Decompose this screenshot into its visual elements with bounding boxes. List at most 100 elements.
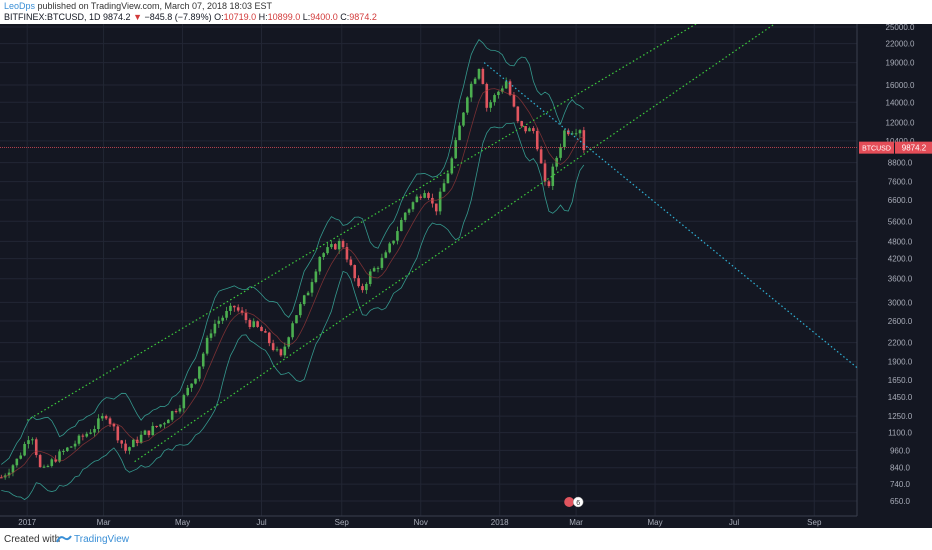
candle-body [194, 378, 197, 384]
candle-body [104, 416, 108, 419]
candle-body [434, 203, 438, 212]
candle-body [582, 130, 586, 151]
down-arrow-icon: ▼ [133, 12, 142, 22]
candle-body [559, 147, 562, 158]
candle-body [337, 240, 341, 250]
candle-body [473, 78, 477, 84]
candle-body [34, 439, 38, 456]
low-value: 9400.0 [310, 12, 338, 22]
y-tick-label: 1450.0 [888, 393, 913, 402]
tradingview-brand-link[interactable]: TradingView [74, 534, 130, 545]
y-tick-label: 8800.0 [888, 159, 913, 168]
candle-body [458, 125, 461, 141]
candle-body [407, 209, 411, 213]
chart-area[interactable]: 650.0 740.0 840.0 960.0 1100.0 1250.0 1450.0 16… [0, 23, 932, 528]
candle-body [454, 140, 457, 159]
candle-body [166, 419, 170, 424]
x-tick-label: Sep [807, 518, 822, 527]
candle-body [81, 435, 85, 437]
candle-body [221, 317, 224, 321]
candle-body [128, 447, 131, 451]
price-chart[interactable]: 650.0 740.0 840.0 960.0 1100.0 1250.0 1450.0 16… [0, 23, 932, 528]
candle-body [139, 434, 143, 443]
y-tick-label: 3000.0 [888, 298, 913, 307]
created-with-label: Created with [4, 534, 61, 545]
candle-body [93, 429, 96, 433]
candle-body [299, 304, 302, 316]
candle-body [225, 310, 228, 318]
x-tick-label: Nov [414, 518, 428, 527]
candle-body [182, 395, 186, 409]
y-tick-label: 1650.0 [888, 376, 913, 385]
x-tick-label: Jul [729, 518, 739, 527]
candle-body [438, 191, 442, 212]
candle-body [116, 426, 120, 441]
bollinger-upper-band [1, 39, 585, 465]
candle-body [322, 253, 325, 258]
candle-body [524, 126, 527, 132]
candle-body [388, 243, 391, 253]
candle-body [186, 387, 190, 396]
candle-body [543, 163, 547, 182]
candle-body [357, 278, 360, 287]
x-tick-label: May [647, 518, 662, 527]
candle-body [539, 149, 543, 164]
candle-body [58, 451, 61, 462]
candle-body [27, 440, 30, 444]
candle-body [112, 423, 116, 427]
candle-body [477, 68, 481, 79]
candle-body [380, 257, 384, 268]
y-tick-label: 6600.0 [888, 196, 913, 205]
footer: Created with TradingView [0, 528, 932, 550]
candle-body [100, 416, 104, 419]
y-tick-label: 25000.0 [886, 24, 915, 32]
candle-body [271, 343, 275, 350]
candle-body [415, 196, 419, 203]
candle-body [520, 121, 524, 127]
candle-body [260, 326, 263, 332]
x-tick-label: May [175, 518, 190, 527]
candle-body [42, 466, 46, 468]
candle-body [349, 259, 353, 266]
candle-body [310, 282, 314, 293]
candle-body [330, 244, 333, 248]
candle-body [236, 307, 240, 311]
candle-body [563, 130, 566, 148]
candle-body [174, 411, 178, 413]
candle-body [547, 181, 551, 187]
candle-body [205, 337, 209, 354]
candle-body [341, 240, 345, 248]
close-label: C: [340, 12, 350, 22]
publish-info: published on TradingView.com, March 07, … [37, 1, 273, 11]
close-value: 9874.2 [349, 12, 377, 22]
candle-body [15, 458, 19, 466]
symbol-label-box [859, 141, 894, 154]
candle-body [155, 425, 158, 427]
author-link[interactable]: LeoDps [4, 1, 36, 11]
candle-body [567, 130, 570, 135]
y-tick-label: 7600.0 [888, 178, 913, 187]
candle-body [143, 430, 147, 435]
candle-body [163, 423, 166, 425]
candle-body [89, 432, 92, 434]
candle-body [326, 247, 329, 254]
candle-body [450, 158, 454, 174]
y-tick-label: 1900.0 [888, 358, 913, 367]
candle-body [120, 440, 123, 444]
trendline-downtrend [483, 62, 858, 369]
candle-body [365, 283, 368, 291]
candle-body [7, 472, 11, 476]
candle-body [493, 95, 496, 103]
y-tick-label: 960.0 [890, 446, 911, 455]
candle-body [248, 320, 252, 327]
candle-body [132, 439, 135, 448]
y-tick-label: 19000.0 [886, 59, 915, 68]
high-value: 10899.0 [267, 12, 301, 22]
candle-body [427, 193, 430, 198]
candle-body [264, 331, 267, 333]
candle-body [419, 196, 423, 198]
candle-body [500, 88, 504, 92]
y-tick-label: 10400.0 [886, 137, 915, 146]
candle-body [295, 315, 298, 324]
symbol-price-tag: BTCUSD [862, 146, 891, 153]
